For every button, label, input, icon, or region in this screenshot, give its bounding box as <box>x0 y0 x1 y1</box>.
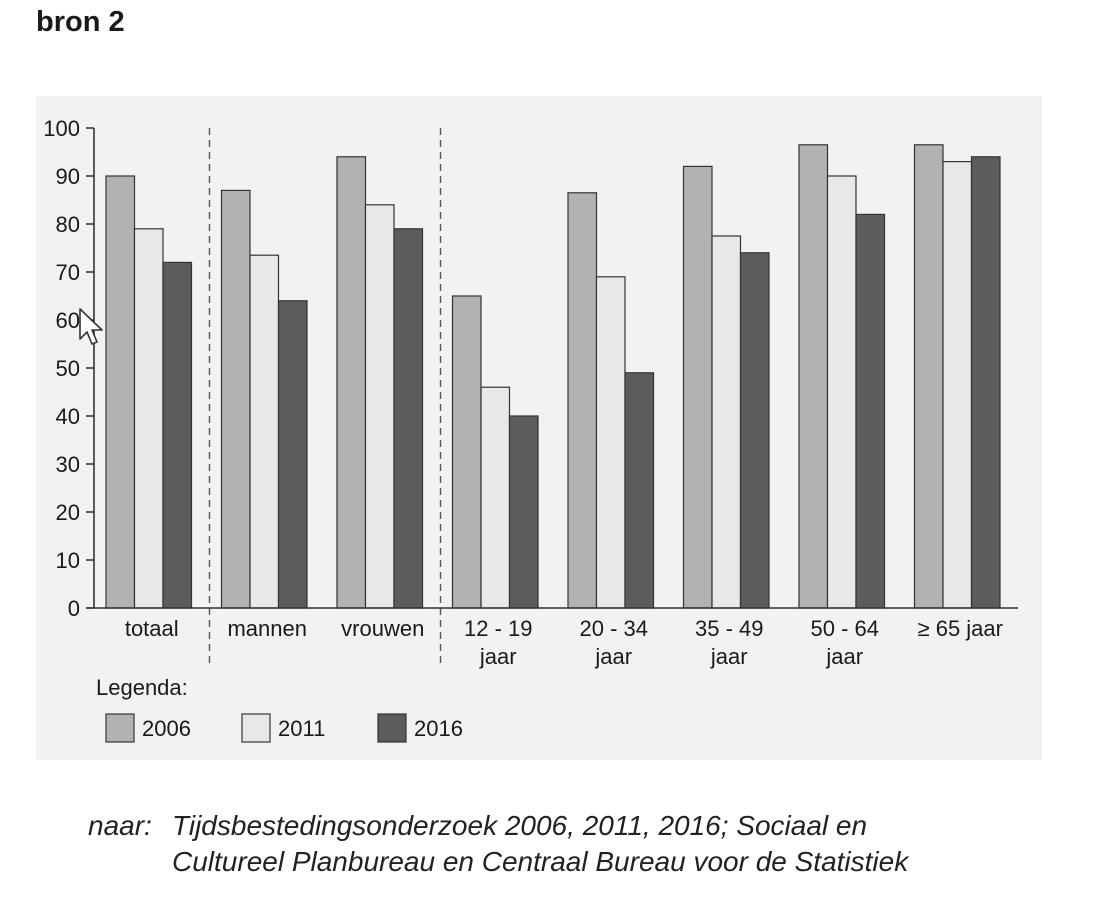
legend-label-2006: 2006 <box>142 716 191 741</box>
bar-2006 <box>913 144 944 609</box>
bar-2011 <box>826 175 857 609</box>
y-tick-label: 60 <box>56 308 80 333</box>
bar-2006 <box>105 175 136 609</box>
y-tick-label: 100 <box>43 116 80 141</box>
mouse-pointer-icon <box>79 308 103 345</box>
bar-2011 <box>480 386 511 609</box>
y-tick-label: 50 <box>56 356 80 381</box>
y-tick-label: 70 <box>56 260 80 285</box>
y-tick-label: 90 <box>56 164 80 189</box>
category-label: jaar <box>825 644 863 669</box>
bar-2011 <box>595 276 626 609</box>
source-citation: naar: Tijdsbestedingsonderzoek 2006, 2011… <box>88 808 908 880</box>
y-tick-label: 0 <box>68 596 80 621</box>
bar-2006 <box>451 295 482 609</box>
y-tick-label: 80 <box>56 212 80 237</box>
bar-2016 <box>855 213 886 609</box>
bar-2011 <box>249 254 280 609</box>
category-label: 35 - 49 <box>695 616 764 641</box>
category-label: vrouwen <box>341 616 424 641</box>
category-label: jaar <box>710 644 748 669</box>
category-label: 50 - 64 <box>811 616 880 641</box>
legend-label-2011: 2011 <box>278 716 325 741</box>
bar-2006 <box>682 165 713 609</box>
y-axis-ticks: 0 10 20 30 40 50 60 70 80 90 100 <box>43 116 94 621</box>
category-label: 20 - 34 <box>580 616 649 641</box>
legend-swatch-2016 <box>377 713 407 743</box>
bar-2016 <box>970 156 1001 609</box>
bar-2016 <box>508 415 539 609</box>
bar-2011 <box>133 228 164 609</box>
category-label: 12 - 19 <box>464 616 533 641</box>
bar-2006 <box>220 189 251 609</box>
bar-2016 <box>393 228 424 609</box>
legend-swatch-2006 <box>105 713 135 743</box>
bar-2016 <box>624 372 655 609</box>
legend-swatch-2011 <box>241 713 271 743</box>
bar-2006 <box>567 192 598 609</box>
bars <box>105 144 1001 609</box>
bar-2016 <box>739 252 770 609</box>
source-line-2: Cultureel Planbureau en Centraal Bureau … <box>172 846 909 877</box>
category-label: jaar <box>594 644 632 669</box>
bar-2011 <box>942 160 973 609</box>
category-label: ≥ 65 jaar <box>918 616 1003 641</box>
legend-title: Legenda: <box>96 675 188 700</box>
bar-chart: 0 10 20 30 40 50 60 70 80 90 100 totaal mannen vrouw… <box>43 116 1018 743</box>
bar-2016 <box>162 261 193 609</box>
bar-2016 <box>277 300 308 609</box>
chart-panel: 0 10 20 30 40 50 60 70 80 90 100 totaal mannen vrouw… <box>36 96 1042 760</box>
y-tick-label: 10 <box>56 548 80 573</box>
legend-label-2016: 2016 <box>414 716 463 741</box>
category-labels: totaal mannen vrouwen 12 - 19 jaar 20 - 34 jaa… <box>125 616 1003 669</box>
bar-2006 <box>798 144 829 609</box>
legend: Legenda: 2006 2011 2016 <box>96 675 463 743</box>
source-line-1: Tijdsbestedingsonderzoek 2006, 2011, 201… <box>172 810 868 841</box>
category-label: mannen <box>227 616 307 641</box>
source-prefix: naar: <box>88 810 152 841</box>
group-separators <box>208 128 442 664</box>
y-tick-label: 20 <box>56 500 80 525</box>
y-tick-label: 40 <box>56 404 80 429</box>
bar-2011 <box>364 204 395 609</box>
axes <box>86 128 1018 609</box>
category-label: jaar <box>479 644 517 669</box>
y-tick-label: 30 <box>56 452 80 477</box>
bar-2011 <box>711 235 742 609</box>
page-heading: bron 2 <box>36 6 125 38</box>
bar-2006 <box>336 156 367 609</box>
category-label: totaal <box>125 616 179 641</box>
